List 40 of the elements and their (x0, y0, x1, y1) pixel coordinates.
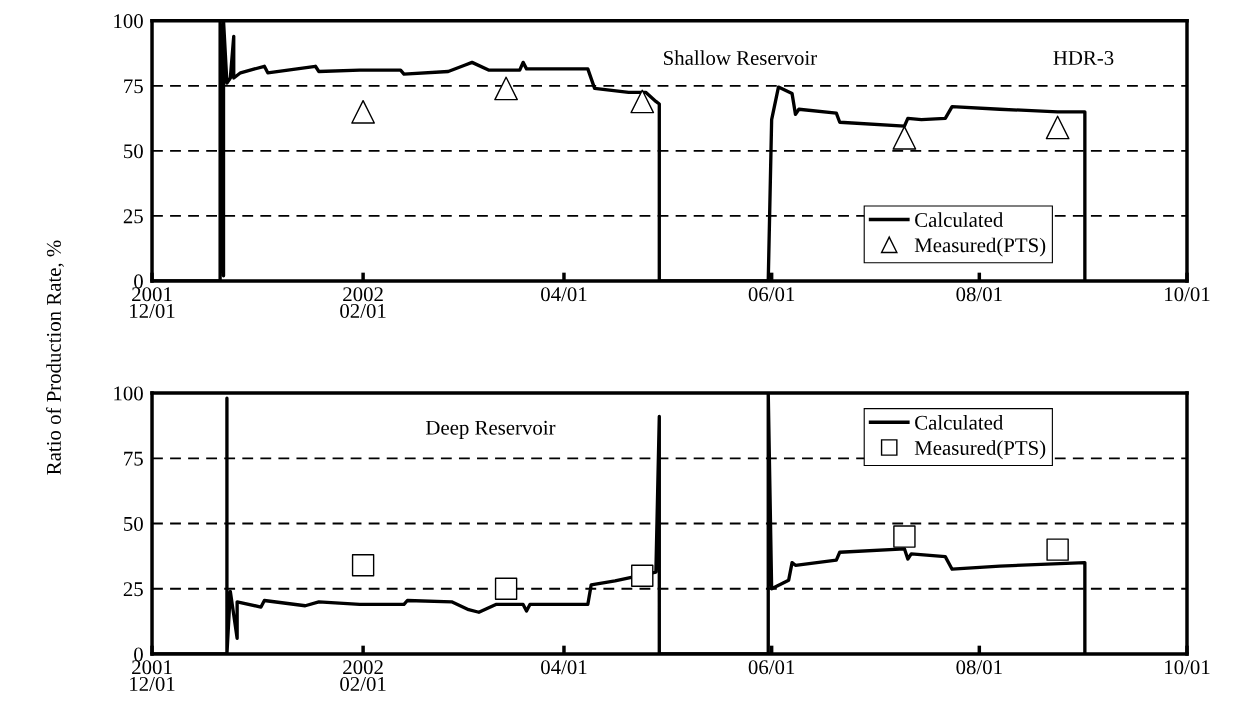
y-tick-label: 0 (134, 274, 143, 289)
annotation: Shallow Reservoir (664, 50, 817, 65)
annotation: Deep Reservoir (425, 420, 556, 440)
point (494, 577, 518, 600)
y-tick-label: 50 (124, 516, 143, 531)
point (494, 76, 518, 101)
annotation: HDR-3 (1053, 50, 1114, 65)
point (630, 89, 655, 114)
x-tick-label: 06/01 (748, 287, 795, 302)
text: Measured(PTS) (914, 440, 1046, 460)
y-tick-label: 25 (123, 209, 143, 224)
legend-label: Measured(PTS) (914, 237, 1046, 257)
x-tick-label: 2002 02/01 (340, 660, 386, 691)
point (892, 125, 917, 150)
y-axis-title: Ratio of Production Rate, % (46, 240, 64, 475)
x-tick-label: 06/01 (748, 660, 795, 675)
point (351, 99, 375, 124)
point (351, 554, 375, 577)
y-tick-label: 50 (124, 144, 143, 159)
y-tick-label: 100 (114, 14, 143, 29)
y-tick-label: 0 (134, 647, 143, 662)
x-tick-label: 2002 02/01 (340, 287, 386, 318)
legend-label: Calculated (915, 212, 1004, 228)
point (631, 564, 654, 587)
x-tick-label: 04/01 (541, 660, 587, 675)
x-tick-label: 04/01 (541, 287, 587, 302)
x-tick-label: 08/01 (956, 660, 1002, 675)
x-tick-label: 10/01 (1165, 287, 1210, 302)
legend-label: Calculated (915, 415, 1004, 430)
y-tick-label: 100 (114, 386, 143, 401)
x-tick-label: 10/01 (1165, 660, 1210, 675)
x-tick-label: 08/01 (956, 287, 1002, 302)
point (1045, 115, 1070, 140)
point (1046, 538, 1069, 561)
y-tick-label: 25 (123, 582, 143, 597)
y-tick-label: 75 (124, 451, 143, 466)
y-tick-label: 75 (124, 79, 143, 94)
point (893, 525, 916, 548)
x-tick-label: 2001 12/01 (130, 660, 175, 691)
x-tick-label: 2001 12/01 (130, 287, 175, 318)
